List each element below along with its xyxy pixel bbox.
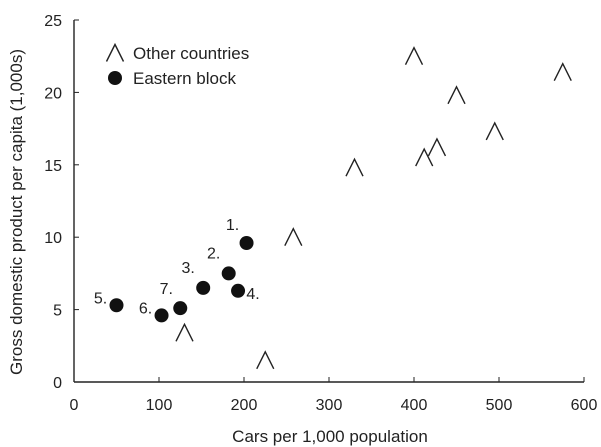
y-tick-label: 15 bbox=[44, 158, 62, 175]
y-tick-label: 5 bbox=[53, 303, 62, 320]
x-tick-label: 500 bbox=[486, 397, 513, 414]
data-point-other-country bbox=[256, 350, 275, 370]
legend-label-other-countries: Other countries bbox=[133, 44, 249, 63]
legend-label-eastern-block: Eastern block bbox=[133, 69, 236, 88]
data-point-other-country bbox=[345, 157, 364, 177]
data-point-other-country bbox=[485, 121, 504, 141]
x-tick-label: 400 bbox=[401, 397, 428, 414]
y-axis-label: Gross domestic product per capita (1,000… bbox=[7, 49, 26, 375]
data-point-label: 3. bbox=[182, 260, 195, 277]
data-point-label: 4. bbox=[246, 286, 259, 303]
x-tick-label: 300 bbox=[316, 397, 343, 414]
legend-circle-icon bbox=[108, 71, 122, 85]
data-point-other-country bbox=[427, 137, 447, 157]
x-axis-label: Cars per 1,000 population bbox=[232, 427, 428, 446]
data-point-eastern-block bbox=[196, 280, 211, 295]
data-point-other-country bbox=[175, 322, 194, 342]
y-tick-label: 0 bbox=[53, 375, 62, 392]
y-tick-label: 20 bbox=[44, 85, 62, 102]
data-marks: 1. 2. 3. 4. 5. 6. 7. bbox=[94, 46, 572, 370]
y-tick-label: 25 bbox=[44, 13, 62, 30]
x-tick-label: 200 bbox=[231, 397, 258, 414]
data-point-eastern-block bbox=[154, 308, 169, 323]
data-point-other-country bbox=[415, 147, 434, 167]
data-point-label: 6. bbox=[139, 300, 152, 317]
data-point-other-country bbox=[553, 62, 572, 81]
y-tick-label: 10 bbox=[44, 230, 62, 247]
data-point-other-country bbox=[447, 85, 466, 105]
legend: Other countries Eastern block bbox=[105, 42, 249, 88]
data-point-eastern-block bbox=[239, 235, 254, 250]
data-point-eastern-block bbox=[109, 298, 124, 313]
x-tick-label: 0 bbox=[70, 397, 79, 414]
data-point-other-country bbox=[284, 227, 303, 247]
data-point-eastern-block bbox=[173, 301, 188, 316]
data-point-label: 7. bbox=[160, 281, 173, 298]
x-tick-label: 100 bbox=[146, 397, 173, 414]
data-point-label: 2. bbox=[207, 245, 220, 262]
data-point-label: 5. bbox=[94, 290, 107, 307]
axes: 0 100 200 300 400 500 600 0 5 10 15 20 25 bbox=[44, 13, 597, 414]
data-point-eastern-block bbox=[221, 266, 236, 281]
data-point-label: 1. bbox=[226, 217, 239, 234]
data-point-other-country bbox=[404, 46, 424, 66]
data-point-eastern-block bbox=[231, 283, 246, 298]
legend-triangle-icon bbox=[105, 42, 125, 62]
x-tick-label: 600 bbox=[571, 397, 598, 414]
